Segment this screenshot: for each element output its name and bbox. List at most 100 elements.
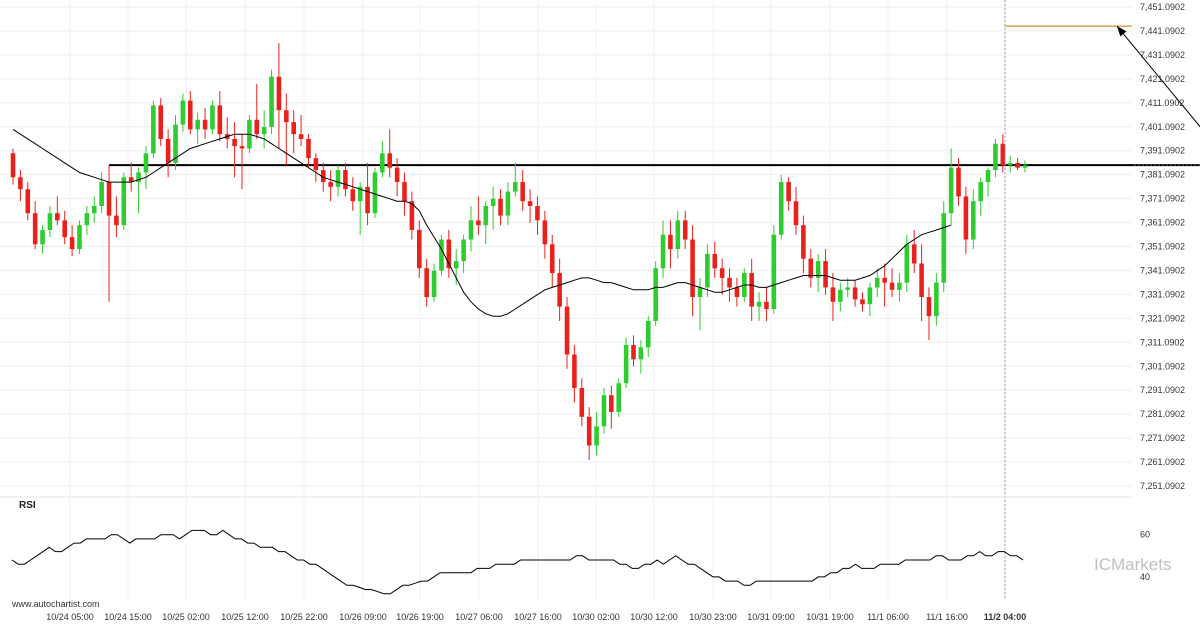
- candle-body: [387, 153, 393, 168]
- y-tick-label: 7,261.0902: [1140, 457, 1185, 467]
- candle-body: [830, 287, 836, 302]
- candle-body: [121, 177, 127, 226]
- candle-body: [357, 186, 363, 202]
- x-tick-label: 10/24 15:00: [104, 612, 152, 622]
- candle-body: [956, 167, 961, 197]
- candle-body: [934, 282, 939, 317]
- x-tick-label: 11/1 16:00: [926, 612, 968, 622]
- y-tick-label: 7,441.0902: [1140, 26, 1185, 36]
- candle-body: [911, 244, 917, 264]
- candle-body: [269, 76, 274, 127]
- candle-body: [10, 153, 16, 178]
- candle-body: [372, 172, 378, 214]
- candle-body: [882, 277, 887, 283]
- candle-body: [490, 198, 496, 207]
- candle-body: [764, 301, 769, 309]
- y-gridlines: [0, 6, 1132, 487]
- y-tick-label: 7,281.0902: [1140, 409, 1185, 419]
- candle-body: [62, 220, 67, 238]
- candle-body: [793, 201, 799, 226]
- candle-body: [586, 416, 592, 446]
- x-tick-label: 10/26 19:00: [396, 612, 444, 622]
- candle-body: [690, 239, 695, 298]
- x-tick-label: 10/30 23:00: [689, 612, 737, 622]
- x-tick-label: 10/31 19:00: [806, 612, 854, 622]
- candle-body: [520, 182, 525, 202]
- candle-body: [18, 177, 23, 190]
- candle-body: [328, 182, 333, 187]
- watermark-brand: ICMarkets: [1094, 555, 1171, 574]
- candle-body: [291, 122, 296, 135]
- candle-body: [778, 182, 784, 235]
- candle-body: [402, 182, 407, 202]
- candle-body: [985, 170, 991, 183]
- candle-body: [631, 344, 636, 360]
- candle-body: [461, 239, 466, 262]
- x-tick-label: 11/1 06:00: [867, 612, 909, 622]
- y-tick-label: 7,351.0902: [1140, 242, 1185, 252]
- candle-body: [498, 198, 503, 216]
- candle-body: [623, 344, 629, 384]
- y-axis-ticks: 7,451.0902 7,441.0902 7,431.0902 7,421.0902…: [1140, 2, 1185, 491]
- candle-body: [660, 234, 666, 269]
- candle-body: [151, 105, 156, 154]
- candle-body: [771, 234, 777, 309]
- candle-body: [306, 138, 311, 159]
- candle-body: [217, 105, 223, 135]
- candle-body: [32, 213, 38, 245]
- x-tick-label: 10/30 02:00: [572, 612, 620, 622]
- candle-body: [897, 282, 902, 290]
- candle-body: [601, 395, 607, 427]
- x-axis-ticks: 10/24 05:00 10/24 15:00 10/25 02:00 10/25 1…: [46, 612, 1026, 622]
- candle-body: [535, 206, 540, 221]
- candle-body: [202, 119, 208, 130]
- candle-body: [380, 153, 385, 173]
- candle-body: [1022, 165, 1028, 168]
- candle-body: [431, 270, 437, 298]
- y-tick-label: 7,291.0902: [1140, 385, 1185, 395]
- moving-average-line: [12, 128, 952, 317]
- source-footer: www.autochartist.com: [11, 599, 100, 609]
- candle-body: [978, 182, 983, 202]
- candle-body: [468, 220, 474, 240]
- candle-body: [638, 347, 644, 360]
- candle-body: [838, 289, 843, 302]
- candle-body: [815, 261, 821, 278]
- forecast-arrow-line: [1116, 25, 1200, 128]
- x-tick-label: 10/27 16:00: [514, 612, 562, 622]
- x-tick-label: 10/31 09:00: [747, 612, 795, 622]
- y-tick-label: 7,361.0902: [1140, 218, 1185, 228]
- candle-body: [963, 196, 969, 240]
- x-tick-label: 10/26 09:00: [339, 612, 387, 622]
- candle-body: [195, 119, 200, 130]
- candle-body: [971, 201, 976, 240]
- y-tick-label: 7,371.0902: [1140, 194, 1185, 204]
- rsi-panel: 60 40: [0, 496, 1150, 595]
- x-tick-label: 10/25 02:00: [162, 612, 210, 622]
- candle-body: [1000, 143, 1006, 166]
- candle-body: [284, 110, 289, 123]
- candle-body: [675, 220, 681, 250]
- candle-body: [210, 105, 215, 130]
- candle-body: [254, 119, 260, 135]
- candle-body: [114, 215, 119, 226]
- candle-body: [128, 177, 134, 183]
- y-tick-label: 7,381.0902: [1140, 170, 1185, 180]
- candle-body: [527, 201, 533, 207]
- forecast: [1005, 25, 1200, 128]
- candle-body: [549, 244, 555, 274]
- candle-body: [416, 229, 422, 269]
- rsi-line: [11, 529, 1024, 595]
- candle-body: [801, 225, 806, 259]
- candle-body: [25, 189, 31, 214]
- candle-body: [394, 167, 400, 183]
- candle-body: [823, 261, 828, 288]
- candle-body: [719, 268, 725, 278]
- y-tick-label: 7,301.0902: [1140, 361, 1185, 371]
- candle-body: [734, 287, 740, 298]
- y-tick-label: 7,391.0902: [1140, 146, 1185, 156]
- y-tick-label: 7,331.0902: [1140, 289, 1185, 299]
- candle-body: [572, 354, 577, 389]
